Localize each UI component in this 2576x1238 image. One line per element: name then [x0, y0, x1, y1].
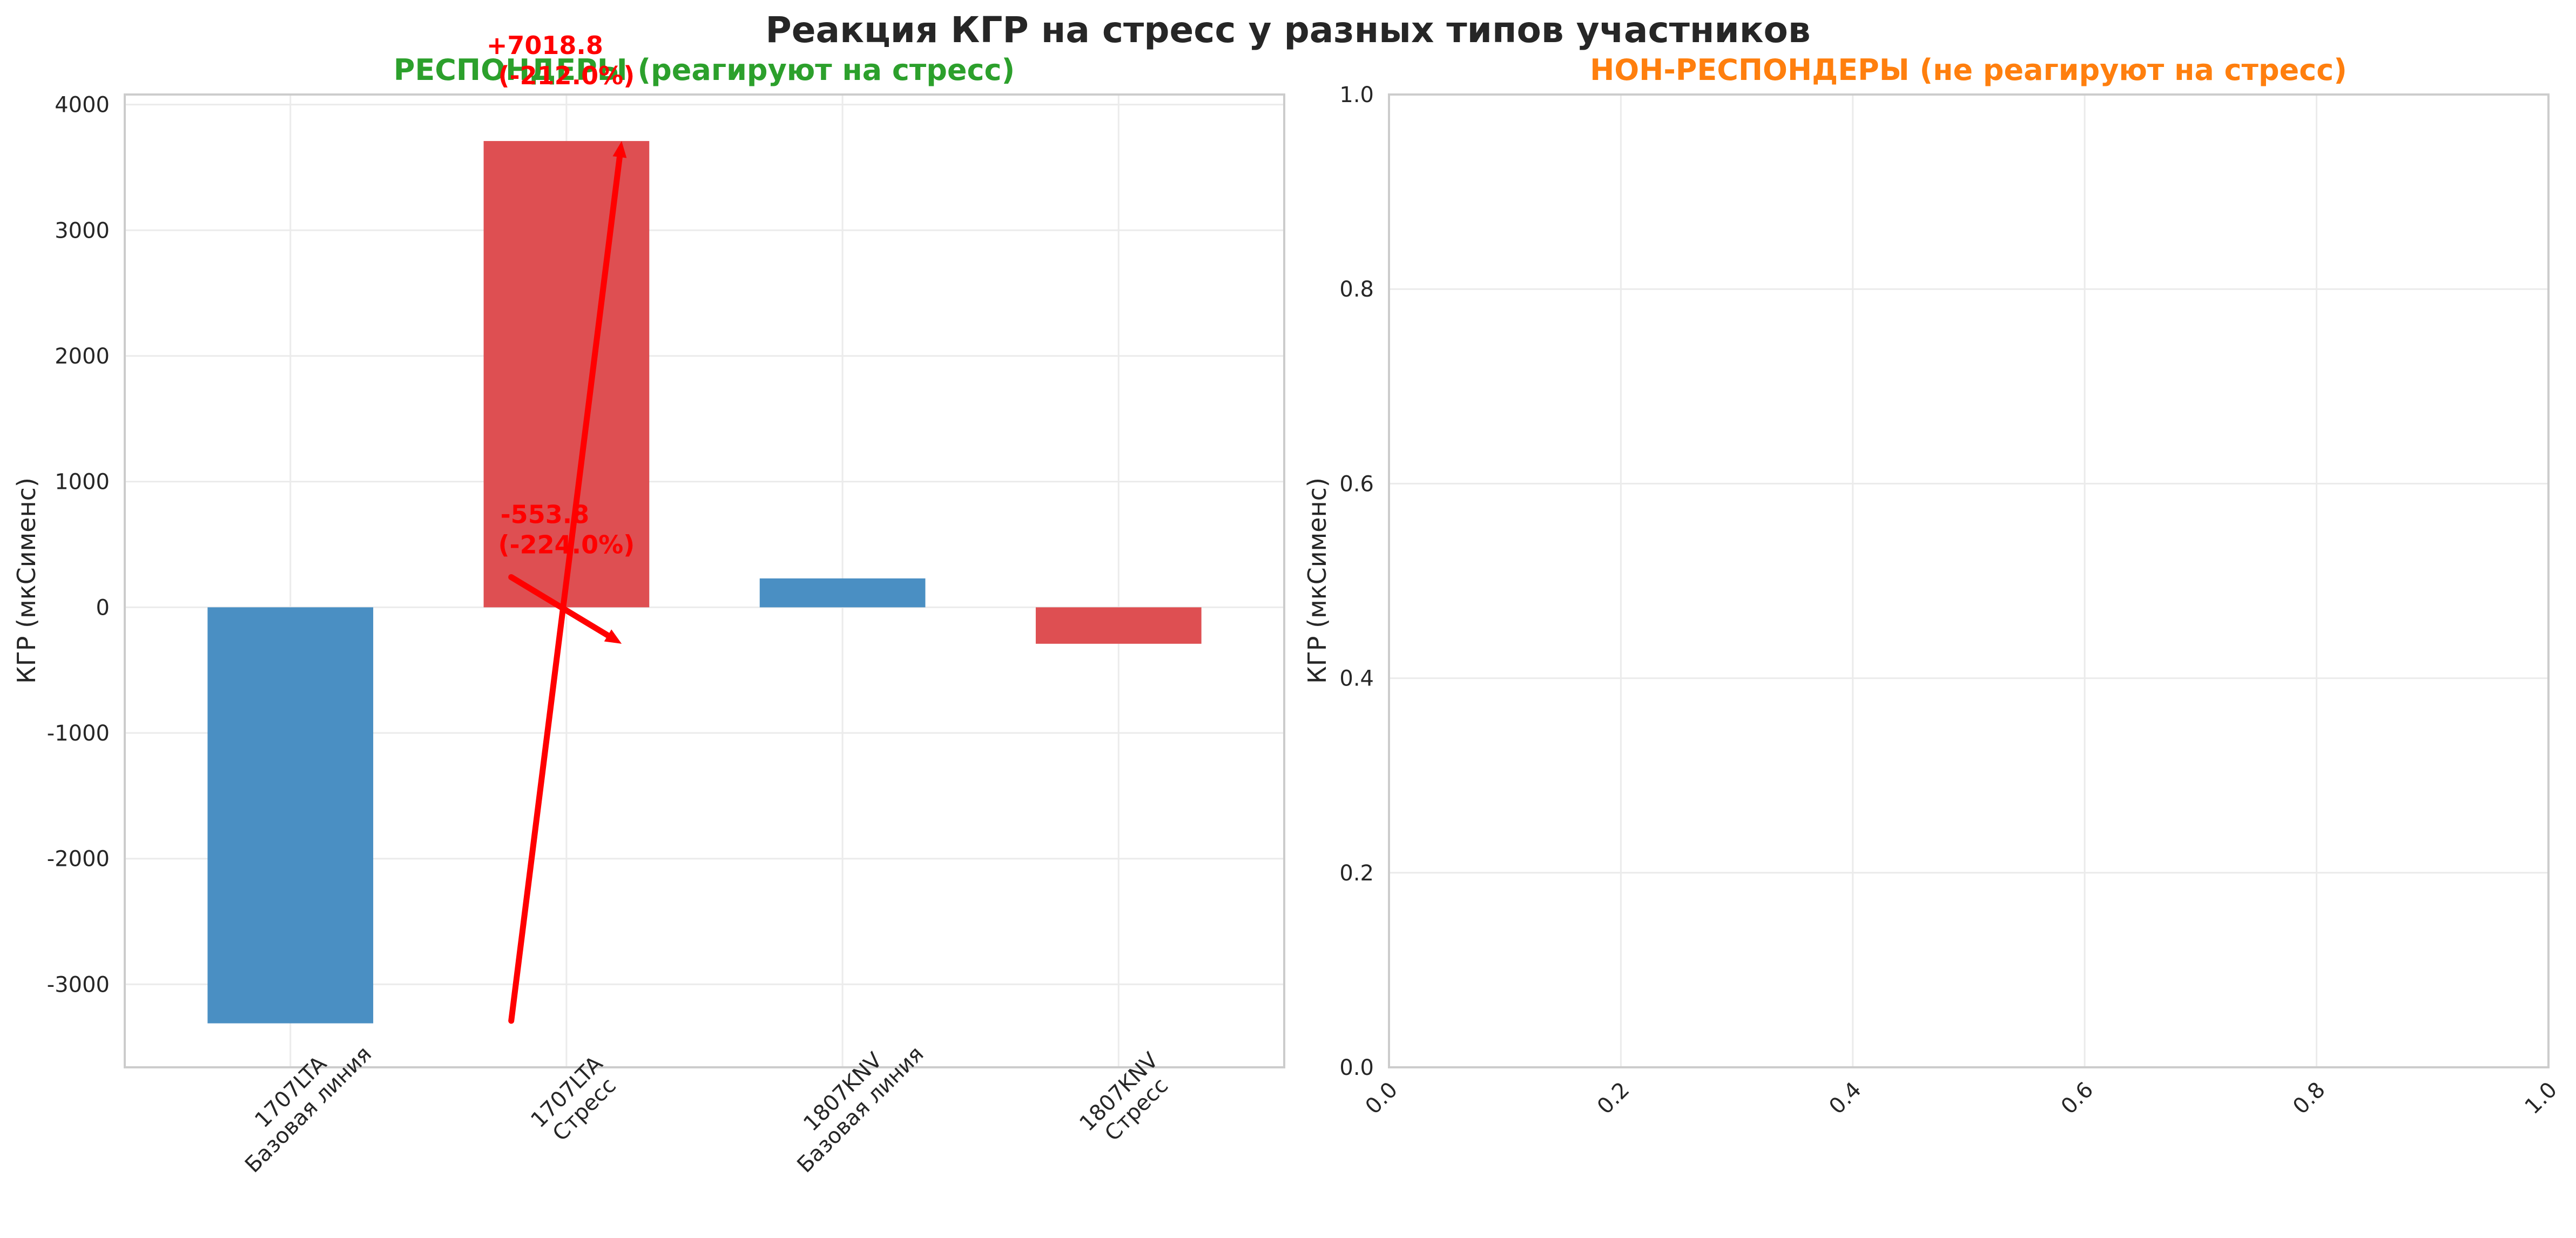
responders-y-axis-label: КГР (мкСименс)	[12, 477, 41, 684]
x-tick-label: 0.0	[1361, 1078, 1403, 1120]
y-tick-label: 1.0	[1339, 83, 1374, 107]
y-tick-label: 0.0	[1339, 1055, 1374, 1080]
y-tick-label: 4000	[55, 93, 110, 118]
x-tick-label: 0.8	[2288, 1078, 2330, 1120]
annotation-percent: (-224.0%)	[498, 530, 635, 560]
change-arrow-shaft	[508, 154, 623, 1024]
y-tick-label: 3000	[55, 218, 110, 243]
annotation-delta: -553.8	[501, 500, 590, 529]
responders-y-tick-labels: -3000 -2000 -1000 0 1000 2000 3000 4000	[47, 93, 110, 998]
y-tick-label: 1000	[55, 470, 110, 495]
nonresponders-title: НОН-РЕСПОНДЕРЫ (не реагируют на стресс)	[1590, 53, 2347, 87]
nonresponders-x-tick-labels: 0.0 0.2 0.4 0.6 0.8 1.0	[1361, 1078, 2562, 1120]
change-arrow-shaft	[508, 574, 611, 638]
responders-axes-frame	[124, 93, 1285, 1068]
bar-baseline	[207, 607, 374, 1024]
responders-annotation-labels: +7018.8(-212.0%) -553.8(-224.0%)	[487, 31, 635, 560]
y-tick-label: -2000	[47, 847, 110, 872]
y-tick-label: 0.4	[1339, 667, 1374, 691]
nonresponders-plot-area	[1389, 95, 2548, 1067]
bar-baseline	[759, 578, 926, 608]
responders-change-arrows	[508, 141, 627, 1024]
x-tick-label: 1.0	[2520, 1078, 2562, 1120]
x-tick-label: 0.2	[1593, 1078, 1635, 1120]
y-tick-label: 2000	[55, 344, 110, 369]
bar-stress	[1035, 607, 1202, 644]
y-tick-label: 0	[96, 595, 110, 620]
x-tick-label: 0.6	[2056, 1078, 2099, 1120]
change-arrow-head	[612, 141, 627, 158]
y-tick-label: 0.6	[1339, 472, 1374, 496]
y-tick-label: -3000	[47, 972, 110, 997]
x-tick-label: 0.4	[1824, 1078, 1866, 1120]
annotation-delta: +7018.8	[487, 31, 603, 60]
responders-bars	[207, 141, 1202, 1024]
annotation-percent: (-212.0%)	[498, 61, 635, 90]
y-tick-label: 0.2	[1339, 861, 1374, 886]
nonresponders-axes-frame	[1388, 93, 2550, 1068]
nonresponders-y-tick-labels: 0.0 0.2 0.4 0.6 0.8 1.0	[1339, 83, 1374, 1080]
nonresponders-y-axis-label: КГР (мкСименс)	[1303, 477, 1332, 684]
nonresponders-panel: 0.0 0.2 0.4 0.6 0.8 1.0 0.0 0.2 0.4 0.6 0.8 1.0 НО…	[1303, 53, 2562, 1119]
y-tick-label: 0.8	[1339, 277, 1374, 302]
y-tick-label: -1000	[47, 721, 110, 746]
change-arrow-head	[604, 629, 622, 644]
responders-title: РЕСПОНДЕРЫ (реагируют на стресс)	[394, 53, 1015, 87]
figure-title: Реакция КГР на стресс у разных типов уча…	[765, 9, 1810, 51]
bar-stress	[483, 141, 650, 608]
